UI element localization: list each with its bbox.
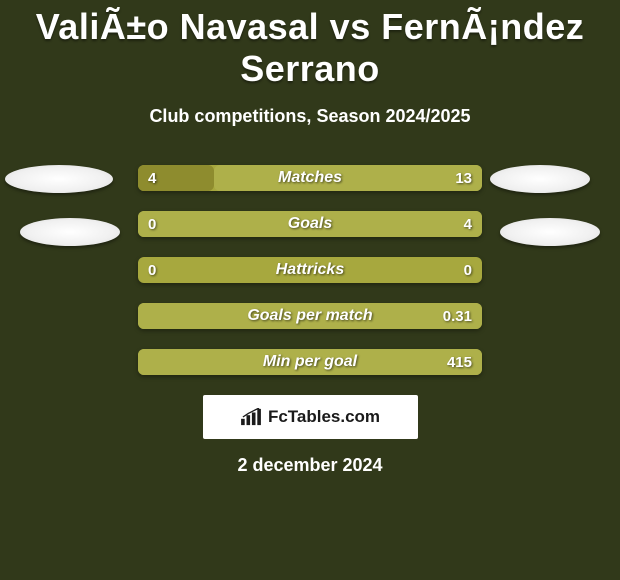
stats-area: 4Matches130Goals40Hattricks0Goals per ma… bbox=[0, 165, 620, 375]
stat-label: Min per goal bbox=[138, 353, 482, 371]
stat-label: Goals bbox=[138, 215, 482, 233]
chart-icon bbox=[240, 408, 262, 426]
placeholder-ellipse-2 bbox=[490, 165, 590, 193]
stat-value-right: 13 bbox=[455, 170, 472, 187]
stat-row-goals: 0Goals4 bbox=[138, 211, 482, 237]
stat-row-min-per-goal: Min per goal415 bbox=[138, 349, 482, 375]
placeholder-ellipse-1 bbox=[20, 218, 120, 246]
stat-value-right: 0 bbox=[464, 262, 472, 279]
stat-row-hattricks: 0Hattricks0 bbox=[138, 257, 482, 283]
stat-row-goals-per-match: Goals per match0.31 bbox=[138, 303, 482, 329]
stat-value-right: 4 bbox=[464, 216, 472, 233]
logo-text: FcTables.com bbox=[268, 407, 380, 427]
stat-value-right: 0.31 bbox=[443, 308, 472, 325]
stat-row-matches: 4Matches13 bbox=[138, 165, 482, 191]
placeholder-ellipse-0 bbox=[5, 165, 113, 193]
page-subtitle: Club competitions, Season 2024/2025 bbox=[0, 106, 620, 127]
date-label: 2 december 2024 bbox=[0, 455, 620, 476]
stat-value-right: 415 bbox=[447, 354, 472, 371]
placeholder-ellipse-3 bbox=[500, 218, 600, 246]
stat-label: Matches bbox=[138, 169, 482, 187]
page-title: ValiÃ±o Navasal vs FernÃ¡ndez Serrano bbox=[0, 6, 620, 90]
comparison-infographic: ValiÃ±o Navasal vs FernÃ¡ndez Serrano Cl… bbox=[0, 0, 620, 476]
stat-label: Goals per match bbox=[138, 307, 482, 325]
stat-label: Hattricks bbox=[138, 261, 482, 279]
logo-box: FcTables.com bbox=[203, 395, 418, 439]
